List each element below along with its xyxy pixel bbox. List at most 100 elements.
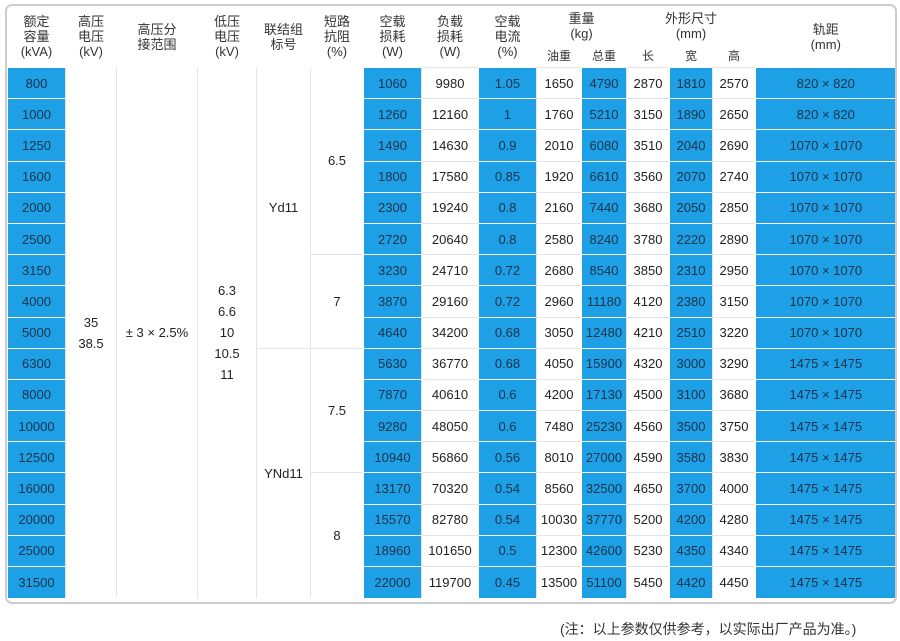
table-row: 800 35 38.5 ± 3 × 2.5% 6.3 6.6 10 10.5 11 Yd11 6.5… [7,66,895,598]
gauge-cell: 1475 × 1475 [755,410,895,442]
spec-table-frame: 额定 容量 (kVA) 高压 电压 (kV) 高压分 接范围 低压 电压 (kV) 联结组 标号… [5,4,897,604]
width-cell: 1810 [669,66,713,99]
capacity-cell: 8000 [7,378,66,411]
table-row: 2000 2300 19240 0.8 2160 7440 3680 2050 2850 1070… [7,191,895,224]
capacity-cell: 6300 [7,347,66,380]
gauge-cell: 1070 × 1070 [755,254,895,286]
capacity-cell: 2500 [7,222,66,255]
noload-current-cell: 0.72 [478,285,537,317]
noload-loss-cell: 4640 [363,316,422,349]
tap-range-cell: ± 3 × 2.5% [116,67,198,598]
total-weight-cell: 8540 [580,254,627,286]
noload-current-cell: 0.72 [478,254,537,286]
total-weight-cell: 11180 [580,285,627,317]
total-weight-cell: 12480 [580,316,627,349]
header-weight: 重量 (kg) [535,6,627,46]
noload-loss-cell: 15570 [363,503,422,536]
header-noload-loss: 空载 损耗 (W) [363,6,422,68]
width-cell: 3500 [669,410,713,442]
capacity-cell: 31500 [7,565,66,598]
total-weight-cell: 6610 [580,160,627,193]
table-row: 4000 3870 29160 0.72 2960 11180 4120 2380 3150 10… [7,285,895,317]
width-cell: 3100 [669,378,713,411]
total-weight-cell: 27000 [580,441,627,473]
oil-weight-cell: 10030 [536,503,582,536]
length-cell: 4590 [626,441,670,473]
width-cell: 2220 [669,222,713,255]
length-cell: 2870 [626,66,670,99]
height-cell: 3220 [712,316,756,349]
merged-value: 10.5 [214,346,240,362]
header-tap-range: 高压分 接范围 [116,6,198,68]
noload-loss-cell: 3230 [363,254,422,286]
vector-group-cell: Yd11 [256,67,311,349]
table-row: 5000 4640 34200 0.68 3050 12480 4210 2510 3220 10… [7,316,895,349]
width-cell: 3700 [669,472,713,505]
oil-weight-cell: 3050 [536,316,582,349]
oil-weight-cell: 7480 [536,410,582,442]
load-loss-cell: 48050 [421,410,479,442]
merged-value: 35 [83,314,99,330]
capacity-cell: 10000 [7,410,66,442]
total-weight-cell: 4790 [580,66,627,99]
noload-current-cell: 0.68 [478,316,537,349]
gauge-cell: 820 × 820 [755,98,895,130]
noload-current-cell: 0.8 [478,222,537,255]
gauge-cell: 1070 × 1070 [755,222,895,255]
capacity-cell: 1000 [7,98,66,130]
load-loss-cell: 56860 [421,441,479,473]
length-cell: 5450 [626,565,670,598]
length-cell: 4210 [626,316,670,349]
noload-loss-cell: 13170 [363,472,422,505]
noload-loss-cell: 1260 [363,98,422,130]
gauge-cell: 1070 × 1070 [755,285,895,317]
oil-weight-cell: 4200 [536,378,582,411]
load-loss-cell: 34200 [421,316,479,349]
capacity-cell: 16000 [7,472,66,505]
total-weight-cell: 6080 [580,129,627,162]
oil-weight-cell: 8010 [536,441,582,473]
width-cell: 2050 [669,191,713,224]
load-loss-cell: 17580 [421,160,479,193]
noload-current-cell: 0.85 [478,160,537,193]
transformer-spec-table: 额定 容量 (kVA) 高压 电压 (kV) 高压分 接范围 低压 电压 (kV) 联结组 标号… [7,6,895,598]
impedance-cell: 6.5 [310,67,364,255]
height-cell: 2890 [712,222,756,255]
impedance-cell: 7.5 [310,347,364,473]
header-length: 长 [626,46,670,68]
table-row: 12500 10940 56860 0.56 8010 27000 4590 3580 3830… [7,441,895,473]
gauge-cell: 1070 × 1070 [755,129,895,162]
vector-group-cell: YNd11 [256,347,311,598]
total-weight-cell: 42600 [580,534,627,567]
merged-value: 11 [220,367,234,383]
load-loss-cell: 29160 [421,285,479,317]
header-gauge: 轨距 (mm) [755,6,895,68]
length-cell: 4120 [626,285,670,317]
length-cell: 5230 [626,534,670,567]
width-cell: 4350 [669,534,713,567]
load-loss-cell: 119700 [421,565,479,598]
table-row: 25000 18960 101650 0.5 12300 42600 5230 4350 434… [7,534,895,567]
length-cell: 4320 [626,347,670,380]
capacity-cell: 3150 [7,254,66,286]
width-cell: 3580 [669,441,713,473]
height-cell: 2570 [712,66,756,99]
oil-weight-cell: 2160 [536,191,582,224]
length-cell: 4560 [626,410,670,442]
noload-current-cell: 1 [478,98,537,130]
capacity-cell: 4000 [7,285,66,317]
height-cell: 2650 [712,98,756,130]
height-cell: 4450 [712,565,756,598]
merged-value: 6.3 [217,283,237,299]
merged-value: 10 [219,325,235,341]
table-row: 1000 1260 12160 1 1760 5210 3150 1890 2650 820 × … [7,98,895,130]
header-impedance: 短路 抗阻 (%) [310,6,364,68]
table-row: 3150 7 3230 24710 0.72 2680 8540 3850 2310 2950 10… [7,254,895,349]
total-weight-cell: 5210 [580,98,627,130]
noload-current-cell: 0.54 [478,472,537,505]
gauge-cell: 1475 × 1475 [755,378,895,411]
total-weight-cell: 25230 [580,410,627,442]
load-loss-cell: 12160 [421,98,479,130]
gauge-cell: 1475 × 1475 [755,472,895,505]
height-cell: 3830 [712,441,756,473]
